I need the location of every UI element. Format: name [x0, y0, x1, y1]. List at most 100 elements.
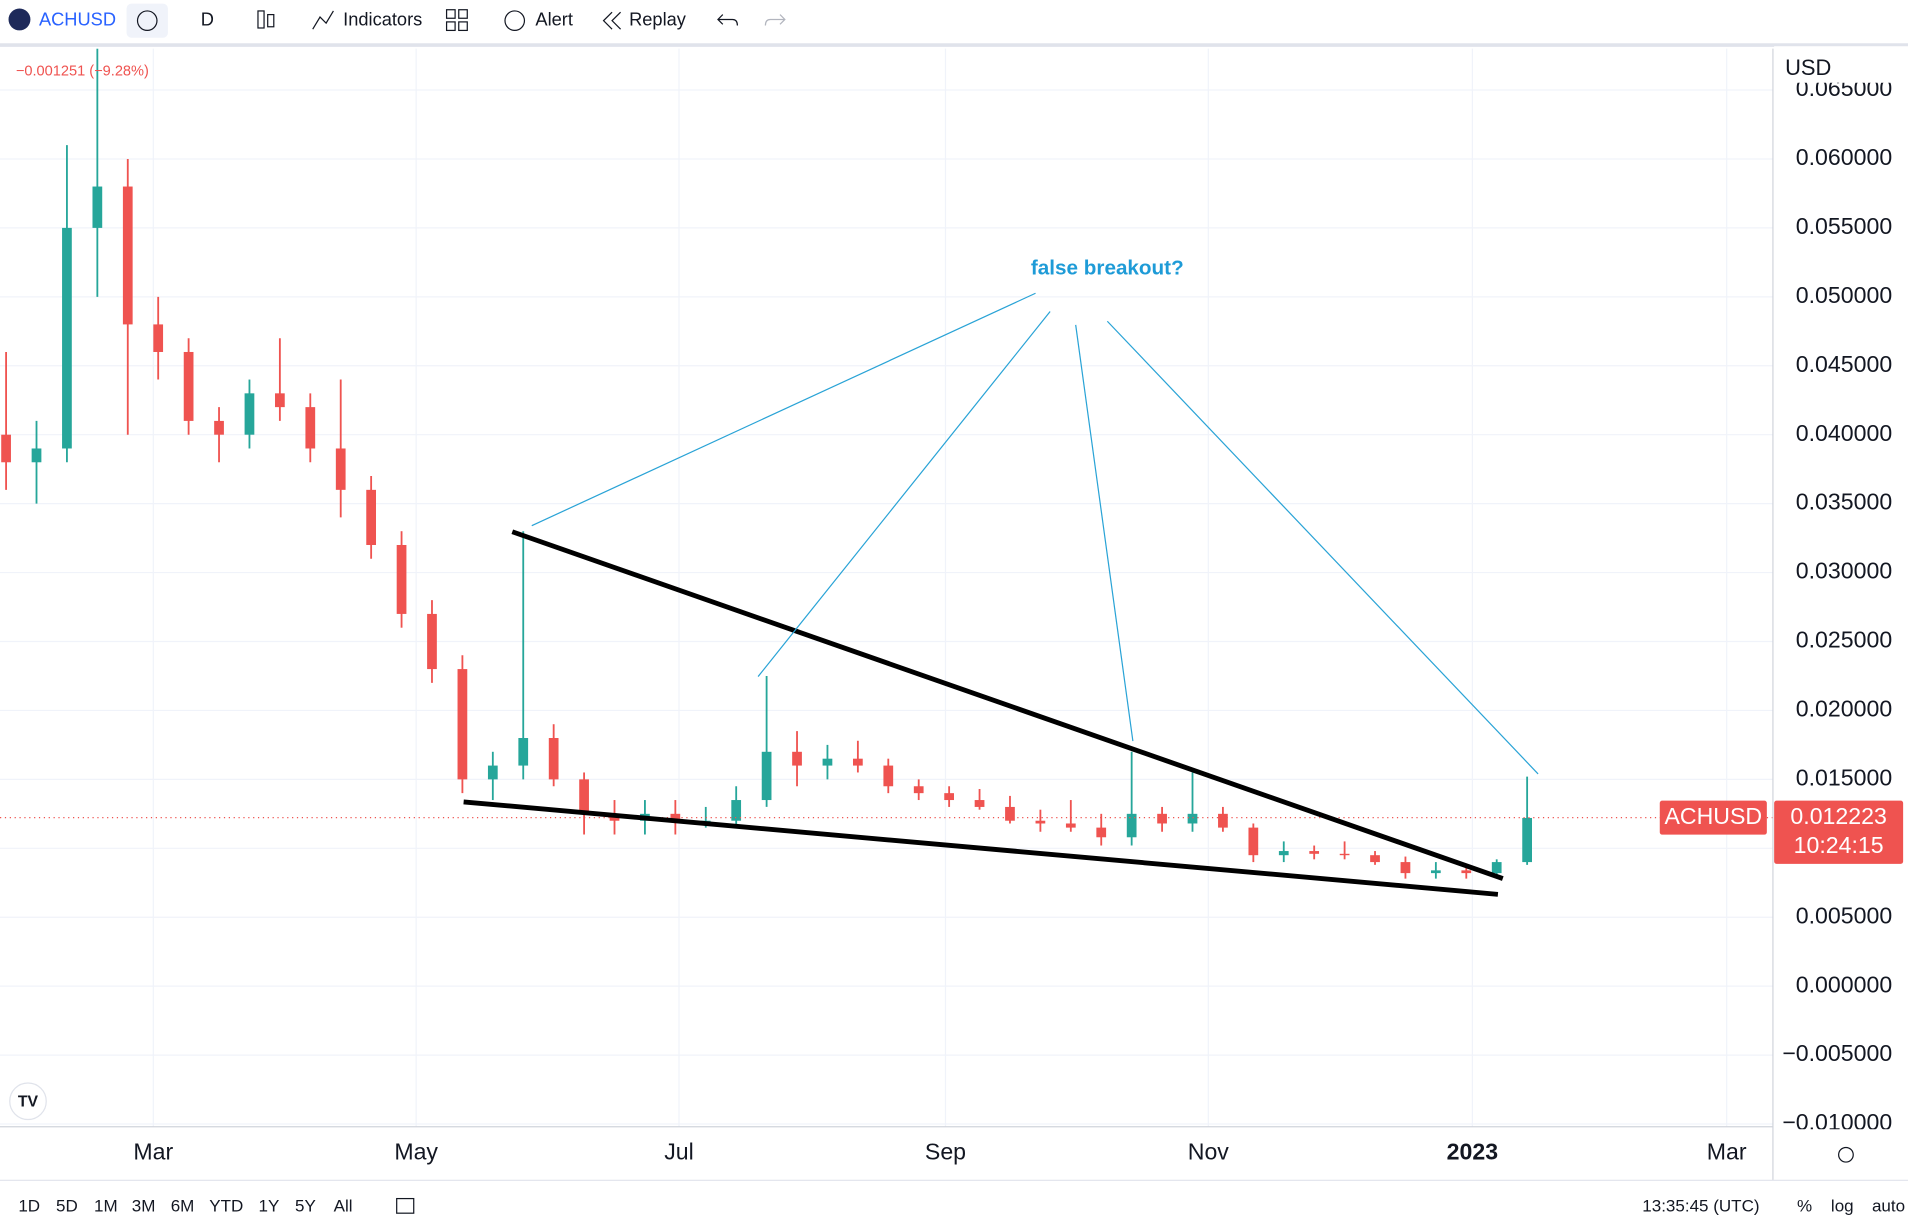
symbol[interactable]: ACHUSD: [39, 9, 116, 30]
candle-body: [974, 800, 985, 807]
candle-body: [244, 393, 255, 435]
x-tick-label: Mar: [1707, 1139, 1747, 1165]
candle-body: [335, 448, 346, 490]
x-tick-label: Mar: [133, 1139, 173, 1165]
candle-body: [305, 407, 316, 449]
annotation-line: [1106, 320, 1539, 775]
indicators-btn[interactable]: Indicators: [343, 9, 422, 30]
auto-btn[interactable]: auto: [1872, 1197, 1905, 1216]
goto-date-btn[interactable]: [396, 1197, 415, 1214]
candle-body: [1522, 817, 1532, 863]
y-tick-label: 0.015000: [1796, 764, 1892, 790]
change-label: −0.001251 (−9.28%): [16, 64, 149, 80]
x-tick-label: Sep: [925, 1139, 966, 1165]
candle-body: [1005, 806, 1015, 821]
price-axis: −0.010000−0.0050000.0000000.0050000.0100…: [1782, 75, 1892, 1135]
candle-body: [487, 765, 498, 780]
candle-body: [883, 765, 894, 787]
candle-body: [122, 186, 133, 325]
y-tick-label: 0.045000: [1796, 351, 1892, 377]
candle-icon[interactable]: [257, 10, 265, 29]
toolbar: ACHUSD D Indicators Alert Replay: [0, 0, 1908, 47]
compare-icon: [136, 10, 158, 32]
layout-icon: [445, 21, 456, 32]
y-tick-label: 0.030000: [1796, 558, 1892, 584]
candle-body: [1400, 862, 1411, 874]
undo-btn[interactable]: [717, 14, 739, 26]
y-tick-label: 0.065000: [1796, 75, 1892, 101]
candle-body: [670, 813, 681, 821]
settings-btn[interactable]: [1838, 1146, 1854, 1163]
range-btn[interactable]: 5D: [56, 1197, 78, 1216]
symbol-icon: [8, 8, 31, 31]
compare-btn[interactable]: [126, 3, 168, 38]
redo-btn[interactable]: [764, 14, 786, 26]
x-tick-label: Jul: [664, 1139, 694, 1165]
candle-body: [1339, 853, 1350, 856]
currency-btn[interactable]: USD: [1785, 55, 1831, 80]
replay-btn[interactable]: Replay: [629, 9, 687, 30]
range-btn[interactable]: 1Y: [259, 1197, 280, 1216]
y-tick-label: 0.020000: [1796, 696, 1892, 722]
candle-body: [731, 800, 742, 821]
annotation-lines: [531, 292, 1539, 775]
symbol-badge-bg: [1659, 800, 1767, 835]
trendline-lower: [463, 799, 1499, 897]
annotation-line: [531, 292, 1036, 527]
candle-body: [1491, 862, 1502, 874]
replay-icon: [602, 11, 622, 30]
y-tick-label: 0.005000: [1796, 902, 1892, 928]
annotation-line: [1075, 324, 1134, 742]
range-btn[interactable]: 1M: [94, 1197, 118, 1216]
log-btn[interactable]: log: [1831, 1197, 1854, 1216]
candle-body: [579, 779, 589, 814]
symbol-badge: ACHUSD: [1665, 803, 1763, 829]
y-tick-label: −0.005000: [1782, 1040, 1892, 1066]
candle-body: [1126, 813, 1137, 838]
candle-body: [1309, 851, 1320, 854]
candle-body: [153, 324, 164, 352]
candle-body: [1157, 813, 1167, 824]
candle-body: [944, 793, 954, 801]
candle-body: [1278, 851, 1289, 856]
candle-body: [853, 758, 863, 766]
candle-body: [457, 669, 468, 780]
alert-btn[interactable]: Alert: [535, 9, 573, 30]
candle-body: [62, 227, 72, 449]
percent-btn[interactable]: %: [1797, 1197, 1812, 1216]
candles: [0, 48, 1773, 879]
y-tick-label: 0.035000: [1796, 489, 1892, 515]
candle-body: [1248, 827, 1259, 856]
candle-body: [92, 186, 103, 228]
price-badges: ACHUSD 0.012223 10:24:15: [1659, 800, 1904, 864]
layout-icon[interactable]: [445, 9, 456, 19]
interval[interactable]: D: [201, 9, 214, 30]
candle-body: [1065, 823, 1076, 828]
alert-icon: [504, 10, 526, 32]
candle-body: [366, 489, 377, 545]
price-badge: 0.012223: [1790, 803, 1886, 829]
range-btn[interactable]: 1D: [18, 1197, 40, 1216]
y-tick-label: 0.025000: [1796, 627, 1892, 653]
range-btn[interactable]: All: [334, 1197, 353, 1216]
candle-body: [396, 544, 407, 614]
y-tick-label: −0.010000: [1782, 1109, 1892, 1135]
layout-icon: [458, 21, 468, 32]
candle-body: [913, 786, 924, 794]
candle-body: [548, 738, 559, 780]
trendline-upper: [511, 529, 1504, 881]
candle-body: [1218, 813, 1228, 828]
price-badge-bg: [1774, 800, 1904, 864]
range-btn[interactable]: 6M: [171, 1197, 195, 1216]
candle-icon: [267, 13, 275, 28]
range-btn[interactable]: YTD: [209, 1197, 243, 1216]
candle-body: [1, 434, 11, 463]
tv-logo-text: TV: [18, 1094, 39, 1111]
candle-body: [31, 448, 42, 463]
range-btn[interactable]: 3M: [132, 1197, 156, 1216]
range-btn[interactable]: 5Y: [295, 1197, 316, 1216]
x-tick-label: May: [394, 1139, 438, 1165]
annotation-text: false breakout?: [1031, 256, 1184, 279]
